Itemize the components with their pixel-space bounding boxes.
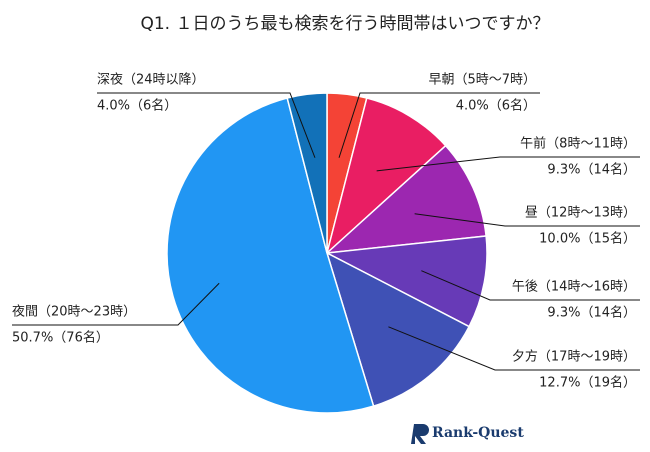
- leader-line: [338, 92, 540, 158]
- leader-line: [12, 282, 220, 326]
- pie-slice: [166, 97, 375, 414]
- leader-line: [376, 156, 640, 172]
- leader-line: [388, 326, 640, 371]
- slice-label: 夜間（20時〜23時）: [12, 305, 136, 320]
- slice-label: 昼（12時〜13時）: [525, 206, 636, 221]
- logo-text: Rank-Quest: [432, 425, 524, 441]
- slice-label: 午前（8時〜11時）: [520, 136, 636, 152]
- value-label: 4.0%（6名）: [97, 98, 177, 114]
- value-label: 10.0%（15名）: [539, 231, 636, 247]
- value-label: 9.3%（14名）: [547, 305, 636, 321]
- slice-label: 深夜（24時以降）: [97, 73, 205, 88]
- pie-slice: [286, 92, 328, 254]
- slice-label: 午後（14時〜16時）: [512, 280, 636, 295]
- slice-label: 夕方（17時〜19時）: [512, 349, 636, 365]
- leader-line: [97, 92, 316, 158]
- pie-slice: [325, 97, 447, 256]
- value-label: 9.3%（14名）: [547, 162, 636, 178]
- pie-slice: [324, 235, 488, 328]
- slice-label: 早朝（5時〜7時）: [428, 73, 536, 88]
- value-label: 50.7%（76名）: [12, 330, 109, 346]
- logo-icon: [411, 424, 429, 444]
- leader-line: [414, 213, 640, 227]
- chart-title: Q1. １日のうち最も検索を行う時間帯はいつですか？: [140, 14, 549, 34]
- value-label: 12.7%（19名）: [539, 375, 636, 391]
- logo: Rank-Quest: [411, 424, 524, 444]
- leader-line: [421, 270, 640, 301]
- value-label: 4.0%（6名）: [456, 98, 536, 114]
- pie-slice: [324, 144, 487, 254]
